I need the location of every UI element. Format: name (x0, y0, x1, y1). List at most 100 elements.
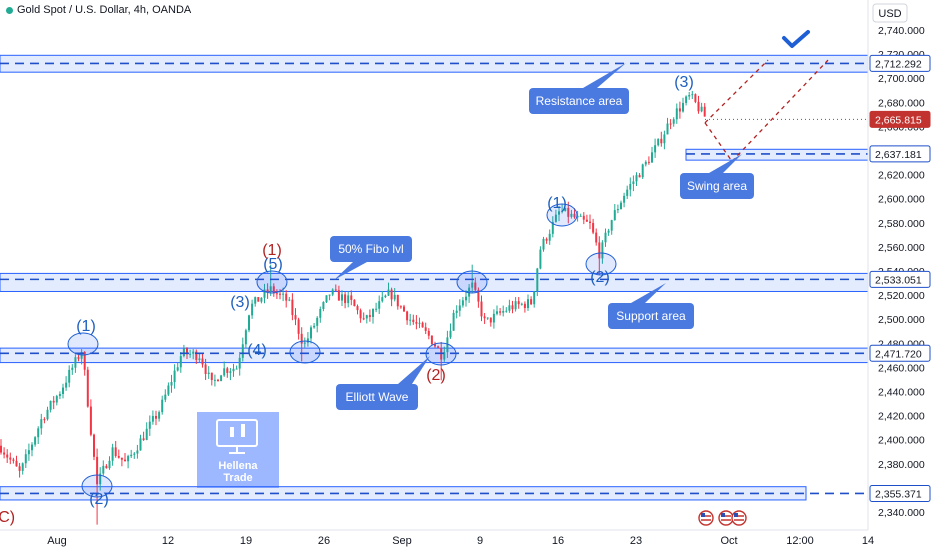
candle (0, 445, 2, 453)
wave-label: (2) (426, 367, 446, 384)
candle (198, 358, 201, 360)
candle (77, 357, 80, 359)
candle (120, 457, 123, 460)
candle (418, 322, 421, 324)
candle (669, 123, 672, 125)
candle (520, 303, 523, 305)
candle (641, 164, 644, 178)
price-tag-label: 2,471.720 (875, 348, 922, 360)
candle (678, 108, 681, 112)
candle (551, 221, 554, 234)
candle (21, 463, 24, 471)
candle (403, 306, 405, 312)
price-axis: USD2,340.0002,360.0002,380.0002,400.0002… (867, 0, 932, 550)
candle (52, 400, 55, 403)
candle (378, 301, 381, 309)
candle (58, 393, 61, 397)
candle (368, 315, 371, 317)
price-tag-label: 2,665.815 (875, 114, 922, 126)
candle (229, 371, 232, 373)
candle (316, 317, 319, 326)
candle (127, 456, 130, 462)
candle (192, 351, 195, 354)
callout-pointer (631, 283, 666, 303)
candle (3, 452, 6, 455)
candle (623, 195, 626, 203)
candle (93, 434, 95, 457)
candle (313, 325, 316, 328)
candle (74, 357, 77, 368)
candle (34, 437, 37, 445)
candle (452, 312, 455, 331)
flag-canton (734, 513, 738, 517)
candle (12, 459, 15, 461)
candle (9, 457, 12, 460)
candle (700, 106, 703, 112)
wave-label: (2) (89, 491, 109, 508)
candle (257, 297, 260, 302)
us-event-icon (718, 510, 734, 526)
wave-label: (5) (263, 256, 283, 273)
zone-support (0, 272, 869, 292)
candle (567, 207, 570, 217)
candle (306, 338, 309, 343)
flag-canton (701, 513, 705, 517)
callout-text: Support area (616, 309, 686, 323)
candle (124, 459, 126, 462)
callout-elliott-wave: Elliott Wave (336, 356, 430, 410)
callout-text: 50% Fibo lvl (338, 242, 403, 256)
candle (530, 299, 533, 305)
candle (372, 309, 374, 317)
callout-50-fibo-lvl: 50% Fibo lvl (330, 236, 412, 280)
candle (223, 368, 226, 376)
currency-badge (872, 3, 908, 23)
pivot-circle (256, 270, 288, 294)
candle (46, 409, 49, 420)
pivot-circle (67, 332, 99, 356)
callout-pointer (583, 63, 626, 88)
candle (232, 368, 235, 372)
price-tag-label: 2,637.181 (875, 149, 922, 161)
candle (492, 313, 495, 323)
candle (480, 301, 483, 317)
price-tag (869, 54, 931, 72)
candle (319, 308, 322, 318)
candle (375, 308, 378, 310)
candle (15, 460, 18, 467)
checkmark-icon (782, 30, 810, 48)
candle (682, 102, 684, 112)
candle (294, 315, 297, 320)
projection-line (731, 59, 829, 162)
candle (303, 342, 306, 344)
candle (458, 305, 461, 311)
candle (672, 119, 675, 124)
candle (356, 306, 359, 311)
candle (353, 299, 356, 307)
candle (272, 286, 275, 294)
candle (297, 319, 300, 334)
pivot-circle (546, 203, 578, 227)
callout-support-area: Support area (608, 283, 694, 329)
candle (502, 310, 505, 313)
candle (210, 372, 213, 380)
wave-label: (1) (76, 318, 96, 335)
candle (325, 295, 328, 303)
candle (514, 301, 517, 310)
candle (145, 428, 148, 440)
candle (83, 351, 86, 370)
candle (508, 305, 511, 311)
candle (111, 447, 114, 461)
candle (449, 330, 452, 338)
candle (437, 346, 440, 348)
callout-pointer (709, 154, 742, 173)
candle (359, 310, 362, 319)
candle (461, 300, 464, 306)
candle (155, 415, 157, 419)
candle (49, 400, 52, 410)
candle (164, 394, 167, 400)
candle (130, 454, 133, 457)
zone-swing (685, 148, 869, 161)
candle (331, 289, 334, 295)
candle (406, 311, 409, 321)
